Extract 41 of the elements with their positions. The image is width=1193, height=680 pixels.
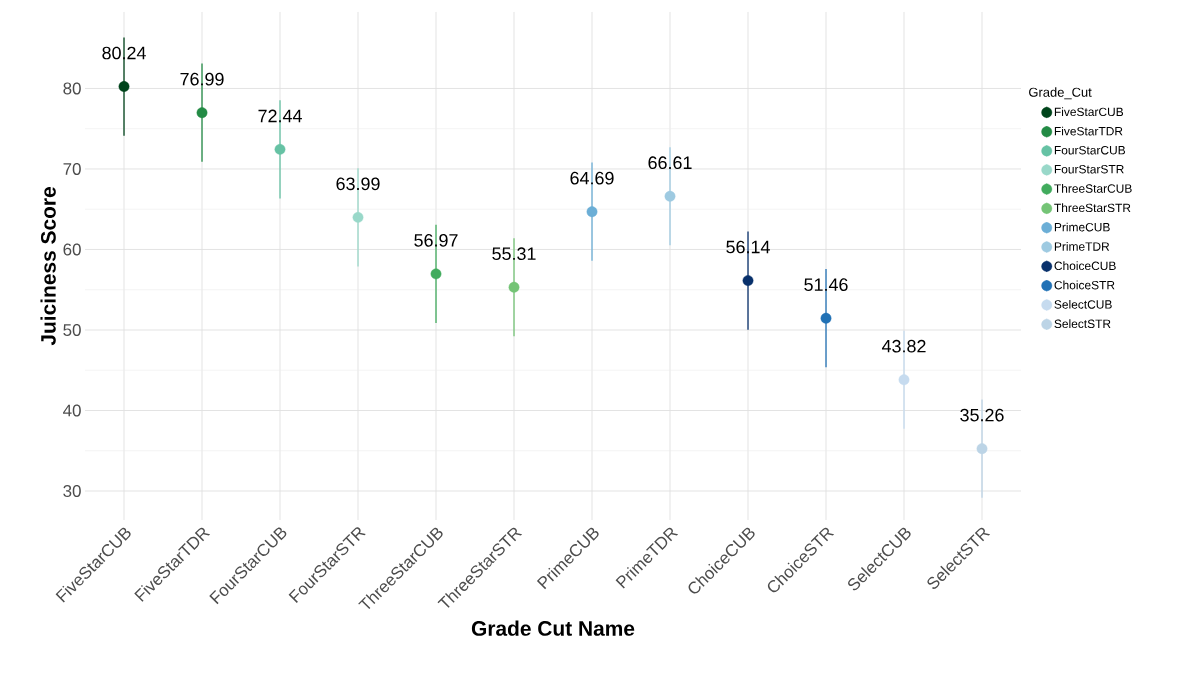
legend-label: FiveStarTDR (1054, 126, 1123, 136)
data-label: 66.61 (648, 156, 692, 170)
legend-label: ChoiceCUB (1054, 261, 1116, 271)
data-label: 64.69 (570, 171, 614, 185)
point (976, 443, 988, 455)
y-tick-label: 80 (63, 82, 81, 95)
legend-label: ThreeStarCUB (1054, 184, 1132, 193)
legend-label: PrimeCUB (1054, 222, 1110, 232)
legend-label: SelectCUB (1054, 299, 1112, 309)
y-tick-label: 40 (63, 404, 81, 417)
legend-label: ThreeStarSTR (1054, 203, 1131, 213)
point (508, 281, 520, 293)
point (586, 206, 598, 218)
point (898, 374, 910, 386)
point (820, 312, 832, 324)
point (664, 190, 676, 202)
data-label: 43.82 (881, 339, 926, 353)
data-label: 56.97 (414, 233, 458, 247)
data-label: 35.26 (960, 408, 1004, 422)
point (118, 81, 130, 92)
y-tick-label: 30 (63, 485, 81, 497)
y-axis-title: Juiciness Score (40, 187, 56, 346)
legend-label: FourStarSTR (1054, 164, 1124, 174)
point (274, 143, 286, 155)
legend-label: ChoiceSTR (1054, 280, 1115, 290)
point (742, 275, 754, 286)
legend-label: FourStarCUB (1054, 145, 1126, 155)
data-label: 63.99 (336, 177, 380, 191)
y-tick-label: 60 (63, 243, 81, 256)
legend-label: FiveStarCUB (1054, 107, 1124, 117)
point (196, 107, 208, 119)
legend-label: PrimeTDR (1054, 241, 1110, 251)
y-tick-label: 50 (63, 323, 81, 336)
data-label: 72.44 (258, 109, 302, 123)
data-label: 55.31 (492, 247, 536, 261)
point (430, 268, 442, 280)
point (352, 211, 364, 223)
x-axis-title: Grade Cut Name (471, 620, 635, 636)
y-tick-label: 70 (63, 162, 81, 175)
legend-title: Grade_Cut (1029, 87, 1092, 100)
legend-label: SelectSTR (1054, 319, 1111, 329)
